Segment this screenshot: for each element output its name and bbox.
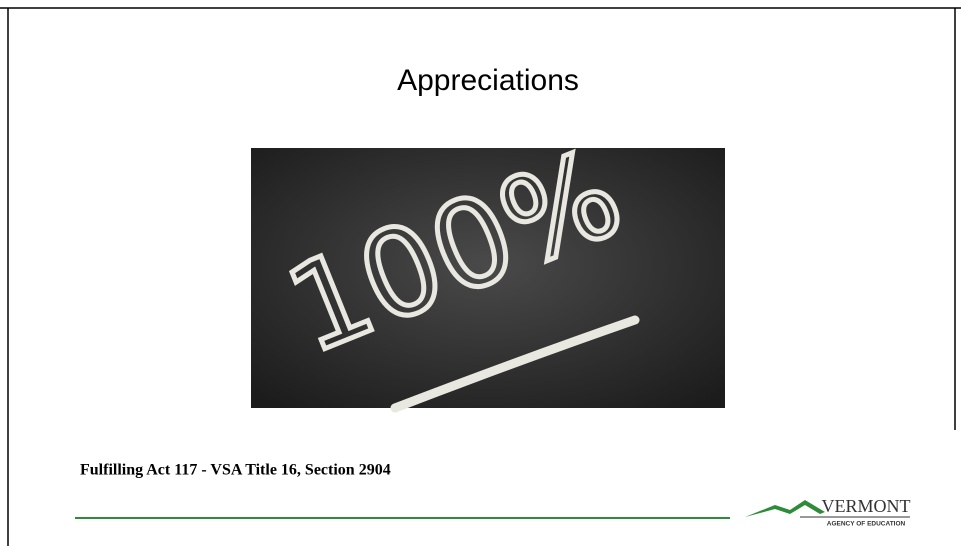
- logo-mountains: [745, 500, 825, 517]
- footer-text: Fulfilling Act 117 - VSA Title 16, Secti…: [80, 462, 391, 479]
- logo-subtitle: AGENCY OF EDUCATION: [827, 521, 906, 528]
- page: Appreciations 100% Fulfilling Act 117 - …: [0, 0, 961, 546]
- slide: Appreciations 100% Fulfilling Act 117 - …: [0, 0, 961, 546]
- logo: VERMONT AGENCY OF EDUCATION: [745, 496, 911, 528]
- slide-title: Appreciations: [397, 64, 579, 97]
- logo-name: VERMONT: [822, 496, 911, 516]
- chalkboard-image: 100%: [251, 124, 725, 408]
